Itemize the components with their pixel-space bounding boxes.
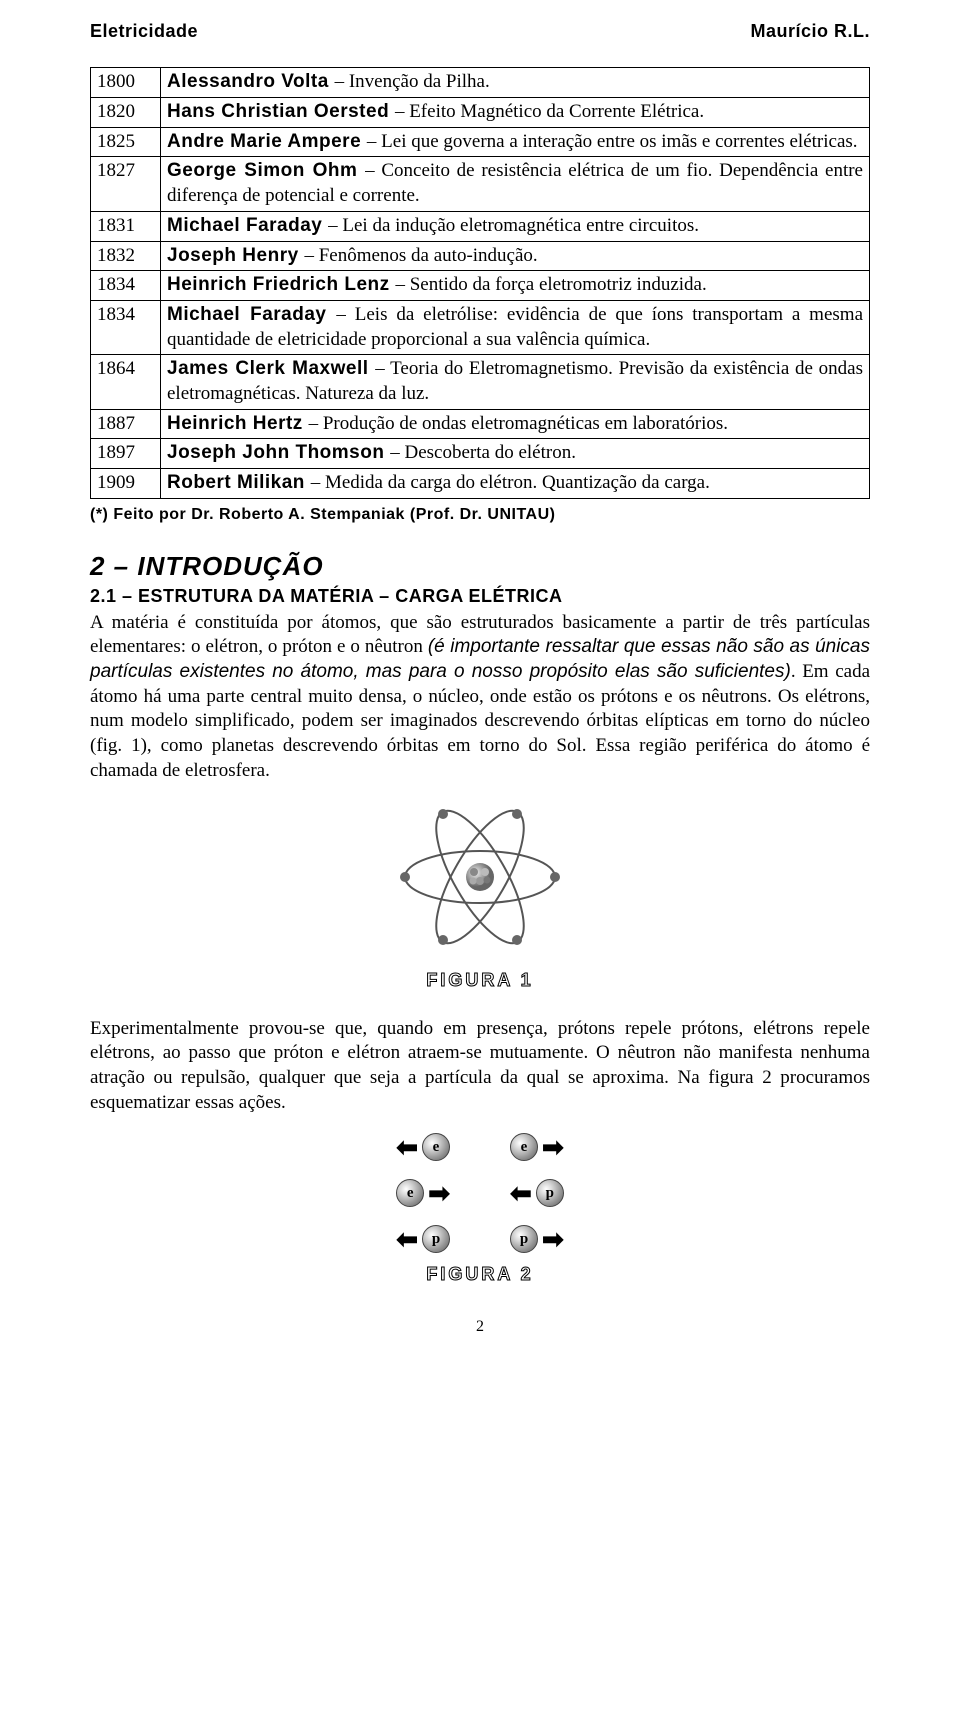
particle: p➡: [510, 1225, 564, 1253]
table-row: 1820Hans Christian Oersted – Efeito Magn…: [91, 98, 870, 128]
particle-label: p: [546, 1184, 554, 1204]
timeline-text: – Produção de ondas eletromagnéticas em …: [309, 413, 728, 434]
timeline-footnote: (*) Feito por Dr. Roberto A. Stempaniak …: [90, 505, 870, 526]
timeline-year: 1825: [91, 127, 161, 157]
timeline-name: Michael Faraday: [167, 304, 336, 325]
intro-paragraph-2: Experimentalmente provou-se que, quando …: [90, 1017, 870, 1116]
table-row: 1909Robert Milikan – Medida da carga do …: [91, 469, 870, 499]
particle-label: e: [407, 1184, 414, 1204]
particle-circle: e: [510, 1133, 538, 1161]
timeline-text: – Fenômenos da auto-indução.: [304, 245, 537, 266]
particle-circle: p: [536, 1179, 564, 1207]
particle: ⬅e: [396, 1133, 450, 1161]
arrow-left-icon: ⬅: [396, 1226, 418, 1252]
header-right-author: Maurício R.L.: [750, 20, 870, 43]
figure-2-caption: FIGURA 2: [90, 1263, 870, 1286]
timeline-desc: George Simon Ohm – Conceito de resistênc…: [161, 157, 870, 211]
figure-2: ⬅ee➡e➡⬅p⬅pp➡ FIGURA 2: [90, 1133, 870, 1286]
timeline-year: 1909: [91, 469, 161, 499]
table-row: 1832Joseph Henry – Fenômenos da auto-ind…: [91, 241, 870, 271]
timeline-table: 1800Alessandro Volta – Invenção da Pilha…: [90, 67, 870, 498]
timeline-name: Joseph John Thomson: [167, 442, 390, 463]
timeline-year: 1864: [91, 355, 161, 409]
table-row: 1827George Simon Ohm – Conceito de resis…: [91, 157, 870, 211]
arrow-right-icon: ➡: [428, 1180, 450, 1206]
figure2-row: ⬅pp➡: [396, 1225, 564, 1253]
page-header: Eletricidade Maurício R.L.: [90, 20, 870, 43]
timeline-name: Michael Faraday: [167, 215, 328, 236]
timeline-desc: Alessandro Volta – Invenção da Pilha.: [161, 68, 870, 98]
particle: e➡: [510, 1133, 564, 1161]
timeline-year: 1831: [91, 211, 161, 241]
section-title: 2 – INTRODUÇÃO: [90, 550, 870, 584]
arrow-right-icon: ➡: [542, 1226, 564, 1252]
intro-paragraph-1: A matéria é constituída por átomos, que …: [90, 611, 870, 784]
page-number: 2: [90, 1317, 870, 1338]
timeline-desc: Hans Christian Oersted – Efeito Magnétic…: [161, 98, 870, 128]
table-row: 1897Joseph John Thomson – Descoberta do …: [91, 439, 870, 469]
arrow-left-icon: ⬅: [510, 1180, 532, 1206]
table-row: 1800Alessandro Volta – Invenção da Pilha…: [91, 68, 870, 98]
timeline-name: Alessandro Volta: [167, 71, 335, 92]
figure2-row: ⬅ee➡: [396, 1133, 564, 1161]
particle: e➡: [396, 1179, 450, 1207]
figure-1-caption: FIGURA 1: [90, 969, 870, 992]
timeline-name: Heinrich Hertz: [167, 413, 309, 434]
timeline-text: – Lei que governa a interação entre os i…: [367, 131, 858, 152]
timeline-text: – Invenção da Pilha.: [335, 71, 490, 92]
table-row: 1834Michael Faraday – Leis da eletrólise…: [91, 300, 870, 354]
timeline-desc: Heinrich Hertz – Produção de ondas eletr…: [161, 409, 870, 439]
timeline-text: – Efeito Magnético da Corrente Elétrica.: [395, 101, 704, 122]
timeline-name: Joseph Henry: [167, 245, 304, 266]
timeline-year: 1800: [91, 68, 161, 98]
arrow-right-icon: ➡: [542, 1134, 564, 1160]
timeline-year: 1834: [91, 271, 161, 301]
particle-label: p: [520, 1230, 528, 1250]
table-row: 1825Andre Marie Ampere – Lei que governa…: [91, 127, 870, 157]
timeline-desc: Andre Marie Ampere – Lei que governa a i…: [161, 127, 870, 157]
timeline-desc: Joseph Henry – Fenômenos da auto-indução…: [161, 241, 870, 271]
timeline-desc: Michael Faraday – Leis da eletrólise: ev…: [161, 300, 870, 354]
particle-circle: e: [396, 1179, 424, 1207]
particle: ⬅p: [396, 1225, 450, 1253]
timeline-name: Andre Marie Ampere: [167, 131, 367, 152]
timeline-text: – Sentido da força eletromotriz induzida…: [395, 274, 706, 295]
figure2-row: e➡⬅p: [396, 1179, 564, 1207]
timeline-name: Heinrich Friedrich Lenz: [167, 274, 395, 295]
particle-label: p: [432, 1230, 440, 1250]
timeline-name: Hans Christian Oersted: [167, 101, 395, 122]
timeline-name: Robert Milikan: [167, 472, 311, 493]
timeline-desc: Heinrich Friedrich Lenz – Sentido da for…: [161, 271, 870, 301]
timeline-year: 1827: [91, 157, 161, 211]
timeline-year: 1832: [91, 241, 161, 271]
timeline-desc: Joseph John Thomson – Descoberta do elét…: [161, 439, 870, 469]
timeline-desc: James Clerk Maxwell – Teoria do Eletroma…: [161, 355, 870, 409]
timeline-desc: Robert Milikan – Medida da carga do elét…: [161, 469, 870, 499]
timeline-name: James Clerk Maxwell: [167, 358, 375, 379]
timeline-year: 1820: [91, 98, 161, 128]
header-left-title: Eletricidade: [90, 20, 198, 43]
arrow-left-icon: ⬅: [396, 1134, 418, 1160]
particle-label: e: [521, 1138, 528, 1158]
figure-1: FIGURA 1: [90, 802, 870, 993]
table-row: 1831Michael Faraday – Lei da indução ele…: [91, 211, 870, 241]
particle-circle: p: [510, 1225, 538, 1253]
timeline-text: – Descoberta do elétron.: [390, 442, 576, 463]
timeline-year: 1887: [91, 409, 161, 439]
timeline-name: George Simon Ohm: [167, 160, 365, 181]
timeline-text: – Medida da carga do elétron. Quantizaçã…: [311, 472, 710, 493]
timeline-text: – Lei da indução eletromagnética entre c…: [328, 215, 699, 236]
particle-circle: e: [422, 1133, 450, 1161]
table-row: 1864James Clerk Maxwell – Teoria do Elet…: [91, 355, 870, 409]
atom-icon: [395, 802, 565, 952]
timeline-year: 1897: [91, 439, 161, 469]
table-row: 1887Heinrich Hertz – Produção de ondas e…: [91, 409, 870, 439]
subsection-title: 2.1 – ESTRUTURA DA MATÉRIA – CARGA ELÉTR…: [90, 585, 870, 608]
particle: ⬅p: [510, 1179, 564, 1207]
timeline-desc: Michael Faraday – Lei da indução eletrom…: [161, 211, 870, 241]
table-row: 1834Heinrich Friedrich Lenz – Sentido da…: [91, 271, 870, 301]
particle-circle: p: [422, 1225, 450, 1253]
particle-label: e: [433, 1138, 440, 1158]
timeline-year: 1834: [91, 300, 161, 354]
